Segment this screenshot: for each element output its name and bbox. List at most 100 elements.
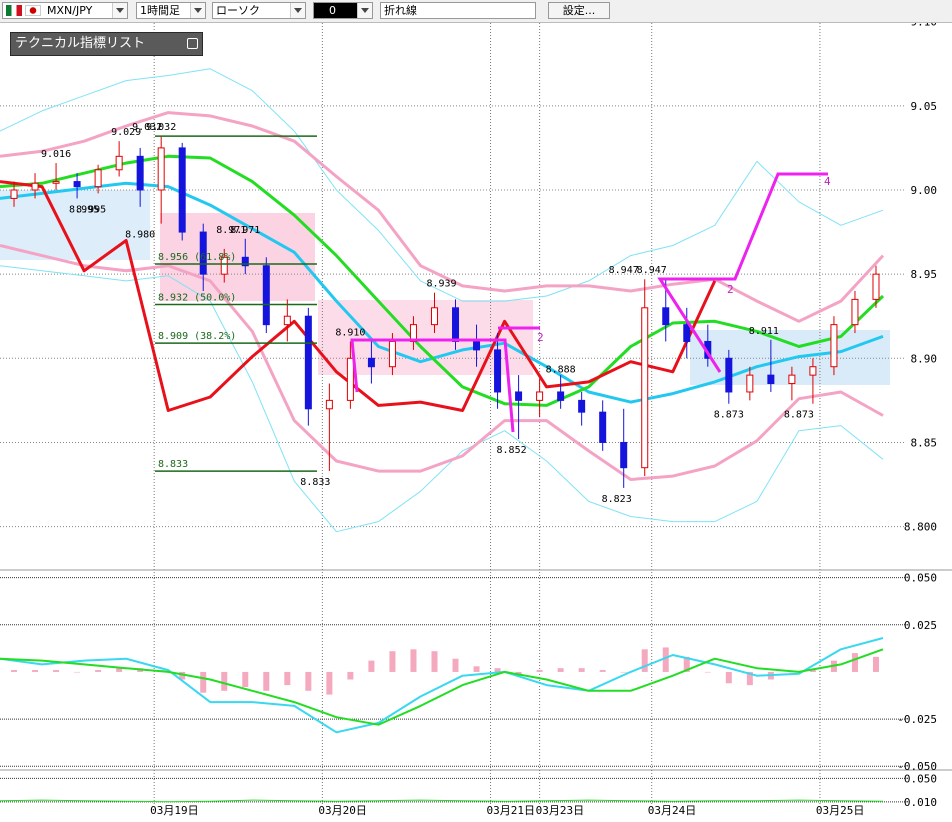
price-label: 9.032 [132,122,162,133]
candle-body [283,315,291,326]
fib-label: 8.833 [158,459,188,470]
y-tick-label: -0.050 [897,760,937,773]
histogram-bar [578,668,585,672]
slot-select[interactable]: 0 [313,2,373,19]
line [0,68,884,302]
histogram-bar [95,670,102,672]
candle-body [830,324,838,368]
candle-body [220,256,228,275]
indicator-panel[interactable]: テクニカル指標リスト [10,32,203,56]
candle-body [515,391,523,401]
candle-body [325,399,333,410]
line [0,637,884,734]
settings: 設定... [562,4,596,17]
settings-button[interactable]: 設定... [548,2,610,19]
candle-body [115,155,123,171]
x-tick-label: 03月24日 [648,804,697,817]
histogram-bar [809,670,816,672]
wave-label: 2 [727,283,734,296]
histogram-bar [557,668,564,672]
fib-label: 8.909 (38.2%) [158,331,236,342]
price-label: 8.939 [426,279,456,290]
histogram-bar [431,651,438,672]
histogram-bar [179,671,186,680]
price-label: 8.833 [300,477,330,488]
candle-body [304,315,312,410]
histogram-bar [746,671,753,686]
price-label: 9.029 [111,127,141,138]
candle-body [872,273,880,300]
histogram-bar [116,668,123,672]
line [0,265,884,533]
y-tick-label: 8.85 [911,436,938,449]
histogram-bar [305,671,312,691]
candle-body [430,307,438,326]
x-tick-label: 03月23日 [536,804,585,817]
wave-label: 4 [824,175,831,188]
cloud [0,190,150,260]
price-label: 9.032 [146,122,176,133]
panel-title: テクニカル指標リスト [15,36,146,51]
candle-body [809,366,817,376]
wave-line [657,172,828,373]
histogram-bar [11,670,18,672]
candle-body [599,411,607,443]
candle-body [10,189,18,199]
histogram-bar [284,671,291,686]
price-label: 8.971 [230,225,260,236]
line-type-input[interactable]: 折れ線 [380,2,536,19]
y-tick-label: 0.025 [904,619,937,632]
y-tick-label: 8.90 [911,352,938,365]
price-label: 8.947 [637,265,667,276]
candle-body [157,147,165,191]
fib-label: 8.932 (50.0%) [158,292,236,303]
line [0,244,884,481]
histogram-bar [683,656,690,672]
candle-body [767,374,775,385]
histogram-bar [263,671,270,691]
y-tick-label: -0.025 [897,713,937,726]
y-tick-label: 8.800 [904,521,937,534]
candle-body [73,181,81,188]
histogram-bar [452,658,459,672]
candle-body [178,147,186,233]
price-label: 8.852 [497,445,527,456]
fib-label: 8.956 (61.8%) [158,252,236,263]
line-type: 折れ線 [384,4,417,17]
timeframe-select[interactable]: 1時間足 [136,2,206,19]
y-tick-label: 9.00 [911,184,938,197]
candle-body [788,374,796,385]
candle-body [725,357,733,393]
candle-body [31,182,39,191]
candle-body [494,349,502,393]
histogram-bar [242,671,249,688]
y-tick-label: 9.05 [911,100,938,113]
style-select[interactable]: ローソク [212,2,306,19]
price-label: 8.823 [602,494,632,505]
y-tick-label: 0.050 [904,572,937,585]
candle-body [346,357,354,401]
price-label: 8.995 [69,204,99,215]
candle-body [262,265,270,326]
histogram-bar [53,670,60,672]
line [0,111,885,323]
candle-body [641,307,649,469]
histogram-bar [662,647,669,672]
price-label: 8.873 [714,410,744,421]
histogram-bar [599,670,606,672]
slot: 0 [329,4,336,17]
histogram-bar [326,671,333,695]
candle-body [746,374,754,393]
wave-line [350,338,515,433]
symbol-select[interactable]: MXN/JPY [2,2,128,19]
price-label: 8.873 [784,410,814,421]
candle-body [94,169,102,188]
histogram-bar [536,670,543,672]
x-tick-label: 03月21日 [487,804,535,817]
price-label: 9.016 [41,149,71,160]
line [0,648,884,726]
y-tick-label: 0.010 [904,796,937,809]
candle-body [683,324,691,342]
